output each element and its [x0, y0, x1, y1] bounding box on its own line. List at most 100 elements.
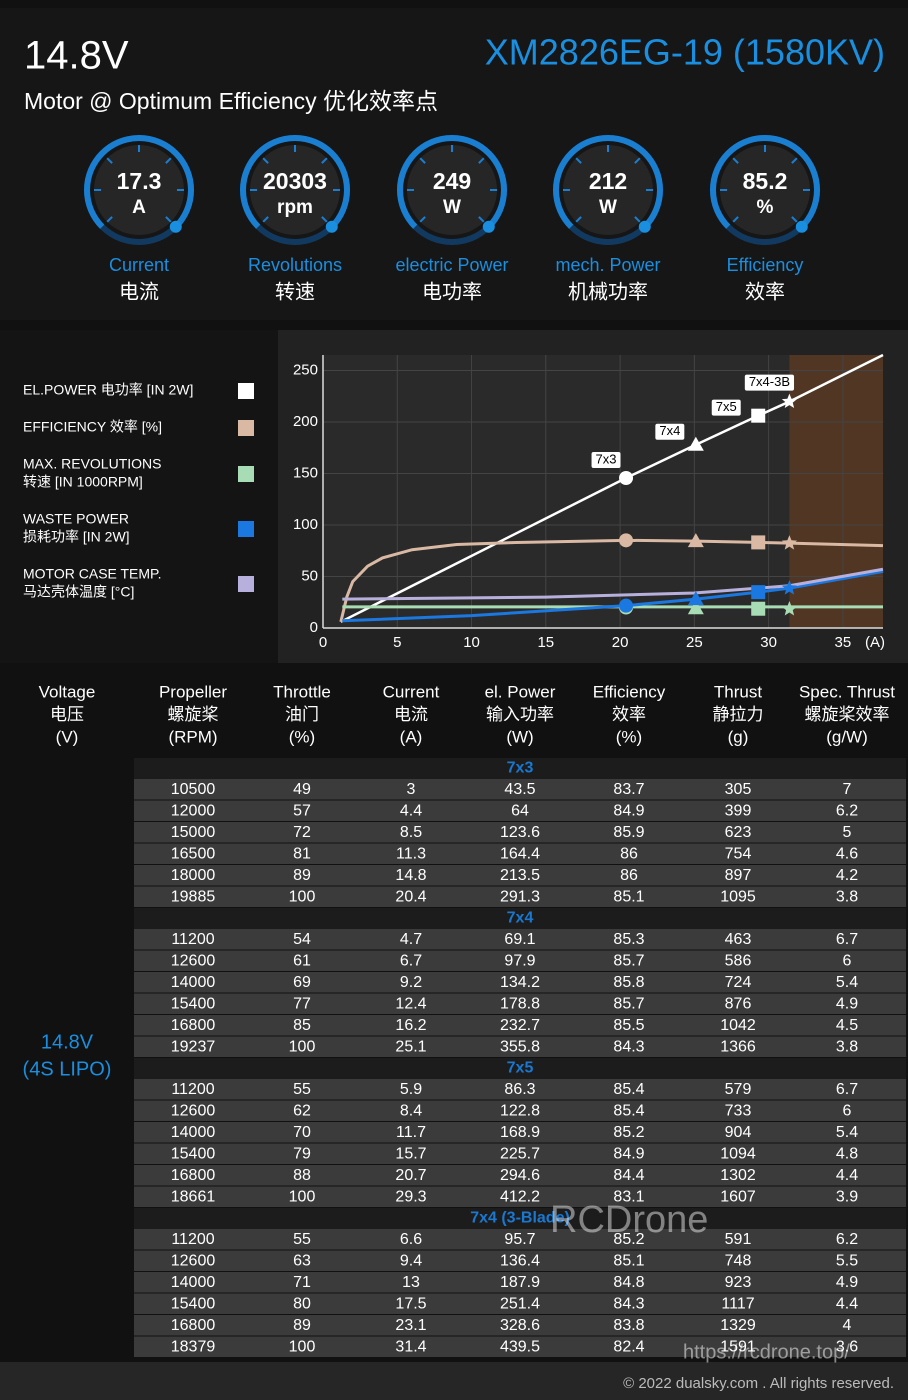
table-cell: 18379	[171, 1338, 216, 1355]
table-cell: 15.7	[395, 1145, 426, 1162]
table-cell: 18661	[171, 1188, 216, 1205]
table-row	[134, 779, 906, 800]
table-cell: 69.1	[504, 931, 535, 948]
table-cell: 754	[725, 845, 752, 862]
table-cell: 10500	[171, 781, 216, 798]
gauge-unit: W	[599, 197, 617, 218]
table-cell: 29.3	[395, 1188, 426, 1205]
table-cell: 85.7	[613, 952, 644, 969]
table-cell: 88	[293, 1167, 311, 1184]
table-cell: 97.9	[504, 952, 535, 969]
copyright: © 2022 dualsky.com . All rights reserved…	[623, 1375, 894, 1392]
table-cell: 724	[725, 974, 752, 991]
table-cell: 85.4	[613, 1081, 644, 1098]
table-cell: 86	[620, 867, 638, 884]
group-row	[134, 758, 906, 779]
column-header: Spec. Thrust	[799, 682, 895, 701]
gauge-label: Revolutions	[248, 255, 342, 275]
table-cell: 328.6	[500, 1317, 540, 1334]
table-cell: 123.6	[500, 824, 540, 841]
table-cell: 18000	[171, 867, 216, 884]
table-cell: 20.4	[395, 888, 426, 905]
legend-label: EL.POWER 电功率 [IN 2W]	[23, 382, 193, 398]
legend-label: EFFICIENCY 效率 [%]	[23, 419, 162, 435]
table-row	[134, 1100, 906, 1121]
column-header: (%)	[289, 727, 315, 746]
table-cell: 8.5	[400, 824, 422, 841]
table-cell: 85.3	[613, 931, 644, 948]
table-cell: 17.5	[395, 1295, 426, 1312]
gauge-tick	[732, 157, 739, 164]
table-cell: 83.8	[613, 1317, 644, 1334]
table-row	[134, 1293, 906, 1314]
table-cell: 12.4	[395, 995, 426, 1012]
gauge-dot	[638, 220, 651, 233]
table-cell: 4.7	[400, 931, 422, 948]
table-row	[134, 822, 906, 843]
point-label-box	[591, 452, 621, 469]
gauge-label: electric Power	[395, 255, 508, 275]
table-cell: 5	[843, 824, 852, 841]
gauge-face	[563, 145, 653, 235]
legend-label: 马达壳体温度 [°C]	[23, 584, 134, 600]
table-cell: 4.9	[836, 1274, 858, 1291]
table-row	[134, 843, 906, 864]
table-cell: 4.4	[836, 1167, 858, 1184]
table-cell: 84.4	[613, 1167, 644, 1184]
table-cell: 85.1	[613, 888, 644, 905]
group-title: 7x4 (3-Blade)	[470, 1210, 570, 1227]
gauge-label: Current	[109, 255, 169, 275]
table-cell: 591	[725, 1231, 752, 1248]
point-marker	[781, 535, 798, 550]
gauge-tick	[419, 157, 426, 164]
table-cell: 748	[725, 1252, 752, 1269]
table-cell: 62	[293, 1102, 311, 1119]
legend-swatch	[238, 383, 254, 399]
gauge-unit: %	[757, 197, 774, 218]
table-cell: 16500	[171, 845, 216, 862]
column-header: Current	[383, 682, 440, 701]
watermark-url: https://rcdrone.top/	[683, 1341, 850, 1363]
y-tick-label: 200	[293, 413, 318, 430]
table-cell: 77	[293, 995, 311, 1012]
point-marker	[751, 408, 766, 423]
gauge-ring	[240, 135, 350, 229]
table-cell: 5.9	[400, 1081, 422, 1098]
table-cell: 85	[293, 1017, 311, 1034]
column-header: 螺旋桨效率	[805, 705, 890, 724]
table-cell: 14000	[171, 1124, 216, 1141]
table-cell: 251.4	[500, 1295, 540, 1312]
gauge-tick	[791, 157, 798, 164]
table-row	[134, 1186, 906, 1207]
column-header: (A)	[400, 727, 423, 746]
legend-label: 损耗功率 [IN 2W]	[23, 529, 130, 545]
table-cell: 3.8	[836, 888, 858, 905]
table-cell: 72	[293, 824, 311, 841]
table-cell: 23.1	[395, 1317, 426, 1334]
table-cell: 55	[293, 1081, 311, 1098]
table-cell: 15400	[171, 1295, 216, 1312]
group-row	[134, 1058, 906, 1079]
table-cell: 85.7	[613, 995, 644, 1012]
table-cell: 9.4	[400, 1252, 422, 1269]
table-cell: 12600	[171, 1102, 216, 1119]
table-cell: 3.9	[836, 1188, 858, 1205]
table-cell: 11200	[171, 931, 214, 948]
point-label: 7x4-3B	[749, 374, 790, 389]
table-cell: 6.2	[836, 802, 858, 819]
table-cell: 80	[293, 1295, 311, 1312]
point-marker	[781, 601, 798, 616]
gauge-tick	[106, 216, 113, 223]
table-cell: 71	[293, 1274, 311, 1291]
table-cell: 89	[293, 1317, 311, 1334]
table-cell: 579	[725, 1081, 752, 1098]
point-marker	[751, 585, 766, 600]
table-cell: 85.8	[613, 974, 644, 991]
table-cell: 85.5	[613, 1017, 644, 1034]
gauge-tick	[419, 216, 426, 223]
x-tick-label: 20	[612, 634, 629, 651]
table-cell: 16.2	[395, 1017, 426, 1034]
gauge-label-cn: 电流	[119, 280, 159, 303]
table-cell: 81	[293, 845, 311, 862]
table-row	[134, 1229, 906, 1250]
